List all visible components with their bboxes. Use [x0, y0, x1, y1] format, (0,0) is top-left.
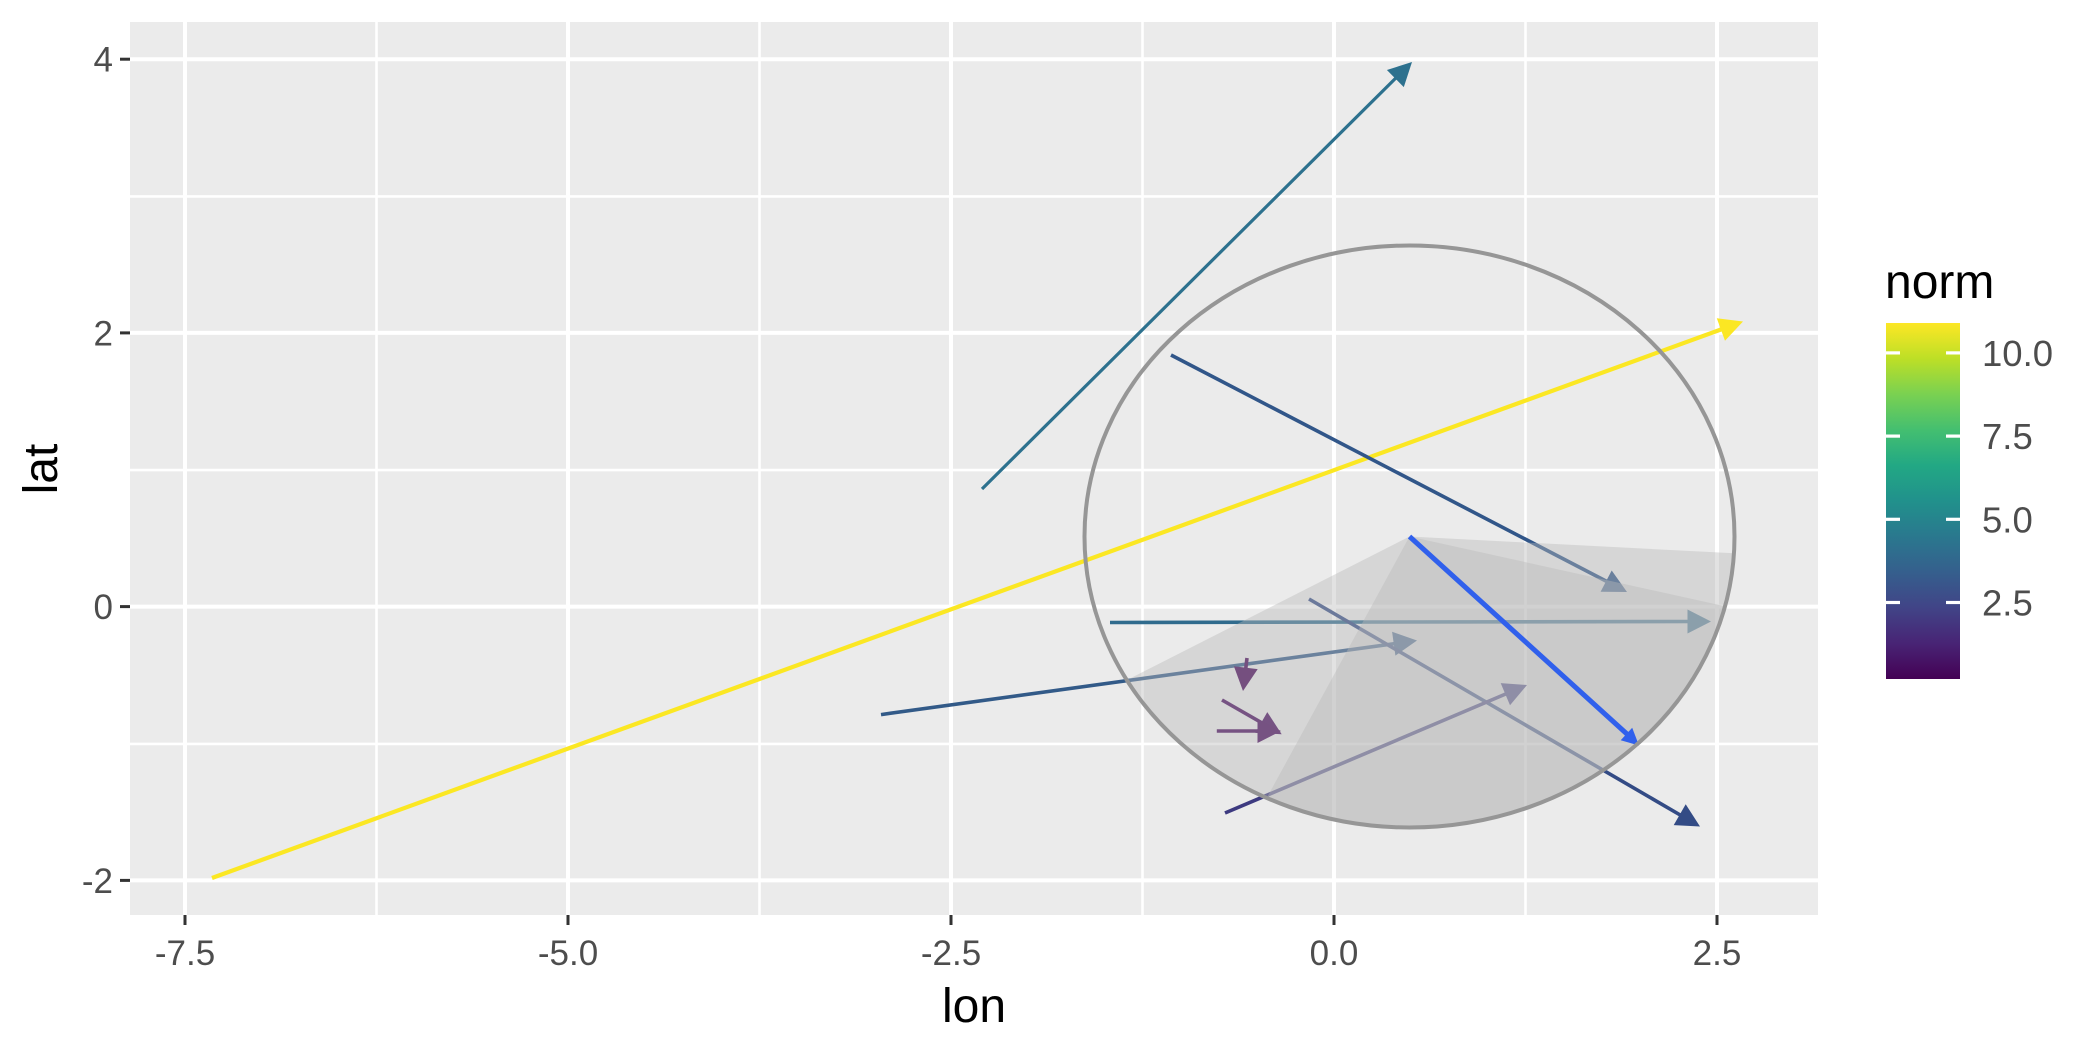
svg-text:0.0: 0.0	[1310, 934, 1359, 973]
svg-text:10.0: 10.0	[1982, 333, 2053, 374]
svg-text:2.5: 2.5	[1982, 583, 2033, 624]
svg-text:-7.5: -7.5	[155, 934, 215, 973]
svg-text:lon: lon	[942, 980, 1006, 1033]
svg-text:-2: -2	[82, 862, 113, 901]
svg-text:lat: lat	[15, 444, 68, 495]
svg-text:2: 2	[94, 314, 113, 353]
svg-text:0: 0	[94, 588, 113, 627]
svg-text:2.5: 2.5	[1693, 934, 1742, 973]
svg-text:5.0: 5.0	[1982, 499, 2033, 540]
svg-text:4: 4	[94, 41, 113, 80]
svg-text:7.5: 7.5	[1982, 416, 2033, 457]
svg-text:-2.5: -2.5	[921, 934, 981, 973]
svg-text:norm: norm	[1885, 256, 1994, 309]
svg-text:-5.0: -5.0	[538, 934, 598, 973]
